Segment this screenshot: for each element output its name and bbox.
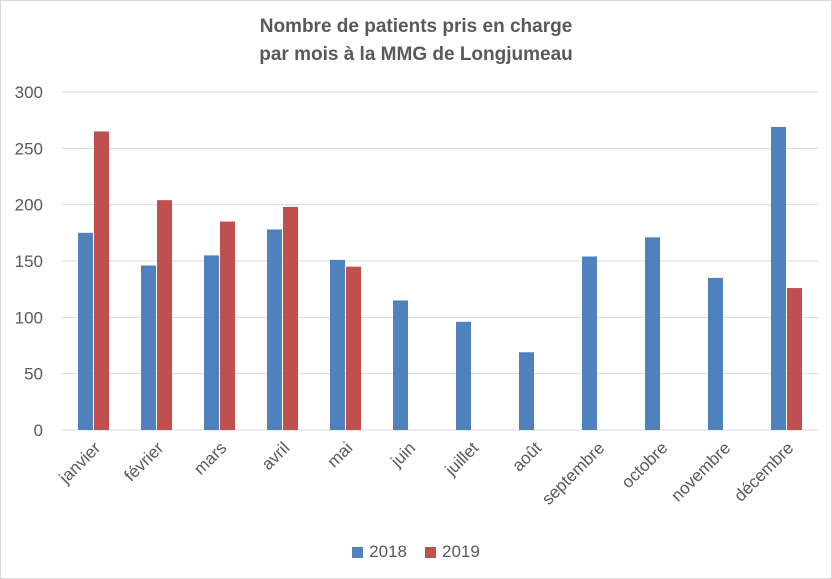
bar-2019-mai xyxy=(346,266,361,430)
bar-2019-janvier xyxy=(94,131,109,430)
legend-label-2019: 2019 xyxy=(442,542,480,561)
y-axis-tick-labels: 0 50 100 150 200 250 300 xyxy=(15,83,43,440)
x-tick-label-mars: mars xyxy=(190,438,230,478)
bar-2018-février xyxy=(141,265,156,430)
y-tick-label: 150 xyxy=(15,252,43,271)
x-tick-label-décembre: décembre xyxy=(730,438,797,505)
legend-item-2018: 2018 xyxy=(352,542,407,562)
bar-2018-novembre xyxy=(708,277,723,430)
x-tick-label-novembre: novembre xyxy=(667,438,734,505)
x-tick-label-juin: juin xyxy=(386,438,419,471)
bar-2019-décembre xyxy=(787,288,802,430)
y-tick-label: 0 xyxy=(34,421,43,440)
y-tick-label: 300 xyxy=(15,83,43,102)
bar-2018-mai xyxy=(330,259,345,430)
y-tick-label: 50 xyxy=(24,365,43,384)
legend-swatch-2018 xyxy=(352,546,364,558)
bar-2018-juillet xyxy=(456,321,471,430)
bar-2019-avril xyxy=(283,206,298,430)
x-tick-label-mai: mai xyxy=(324,438,357,471)
y-tick-label: 250 xyxy=(15,139,43,158)
gridlines xyxy=(62,91,818,431)
x-tick-label-août: août xyxy=(508,438,545,475)
x-tick-label-février: février xyxy=(120,438,167,485)
bar-2019-février xyxy=(157,200,172,430)
legend-swatch-2019 xyxy=(425,546,436,558)
chart-title-line-1: Nombre de patients pris en charge xyxy=(259,16,573,37)
bar-2018-août xyxy=(519,352,534,430)
chart-title: Nombre de patients pris en charge par mo… xyxy=(1,13,831,69)
x-tick-label-avril: avril xyxy=(258,438,293,473)
bar-2019-mars xyxy=(220,221,235,430)
x-tick-label-juillet: juillet xyxy=(441,438,483,480)
y-tick-label: 200 xyxy=(15,196,43,215)
chart-title-line-2: par mois à la MMG de Longjumeau xyxy=(259,44,573,65)
legend-item-2019: 2019 xyxy=(425,542,480,562)
bar-2018-septembre xyxy=(582,256,597,430)
y-tick-label: 100 xyxy=(15,308,43,327)
bars xyxy=(78,126,802,430)
x-tick-label-janvier: janvier xyxy=(55,438,105,488)
legend-label-2018: 2018 xyxy=(369,542,407,561)
bar-2018-mars xyxy=(204,255,219,430)
bar-2018-janvier xyxy=(78,232,93,430)
bar-2018-juin xyxy=(393,300,408,430)
x-axis-tick-labels: janvier février mars avril mai juin juillet aoû… xyxy=(55,438,798,508)
x-tick-label-octobre: octobre xyxy=(618,438,672,492)
bar-2018-avril xyxy=(267,229,282,430)
bar-2018-octobre xyxy=(645,237,660,430)
x-tick-label-septembre: septembre xyxy=(538,438,608,508)
bar-2018-décembre xyxy=(771,126,786,430)
legend: 2018 2019 xyxy=(1,542,831,562)
